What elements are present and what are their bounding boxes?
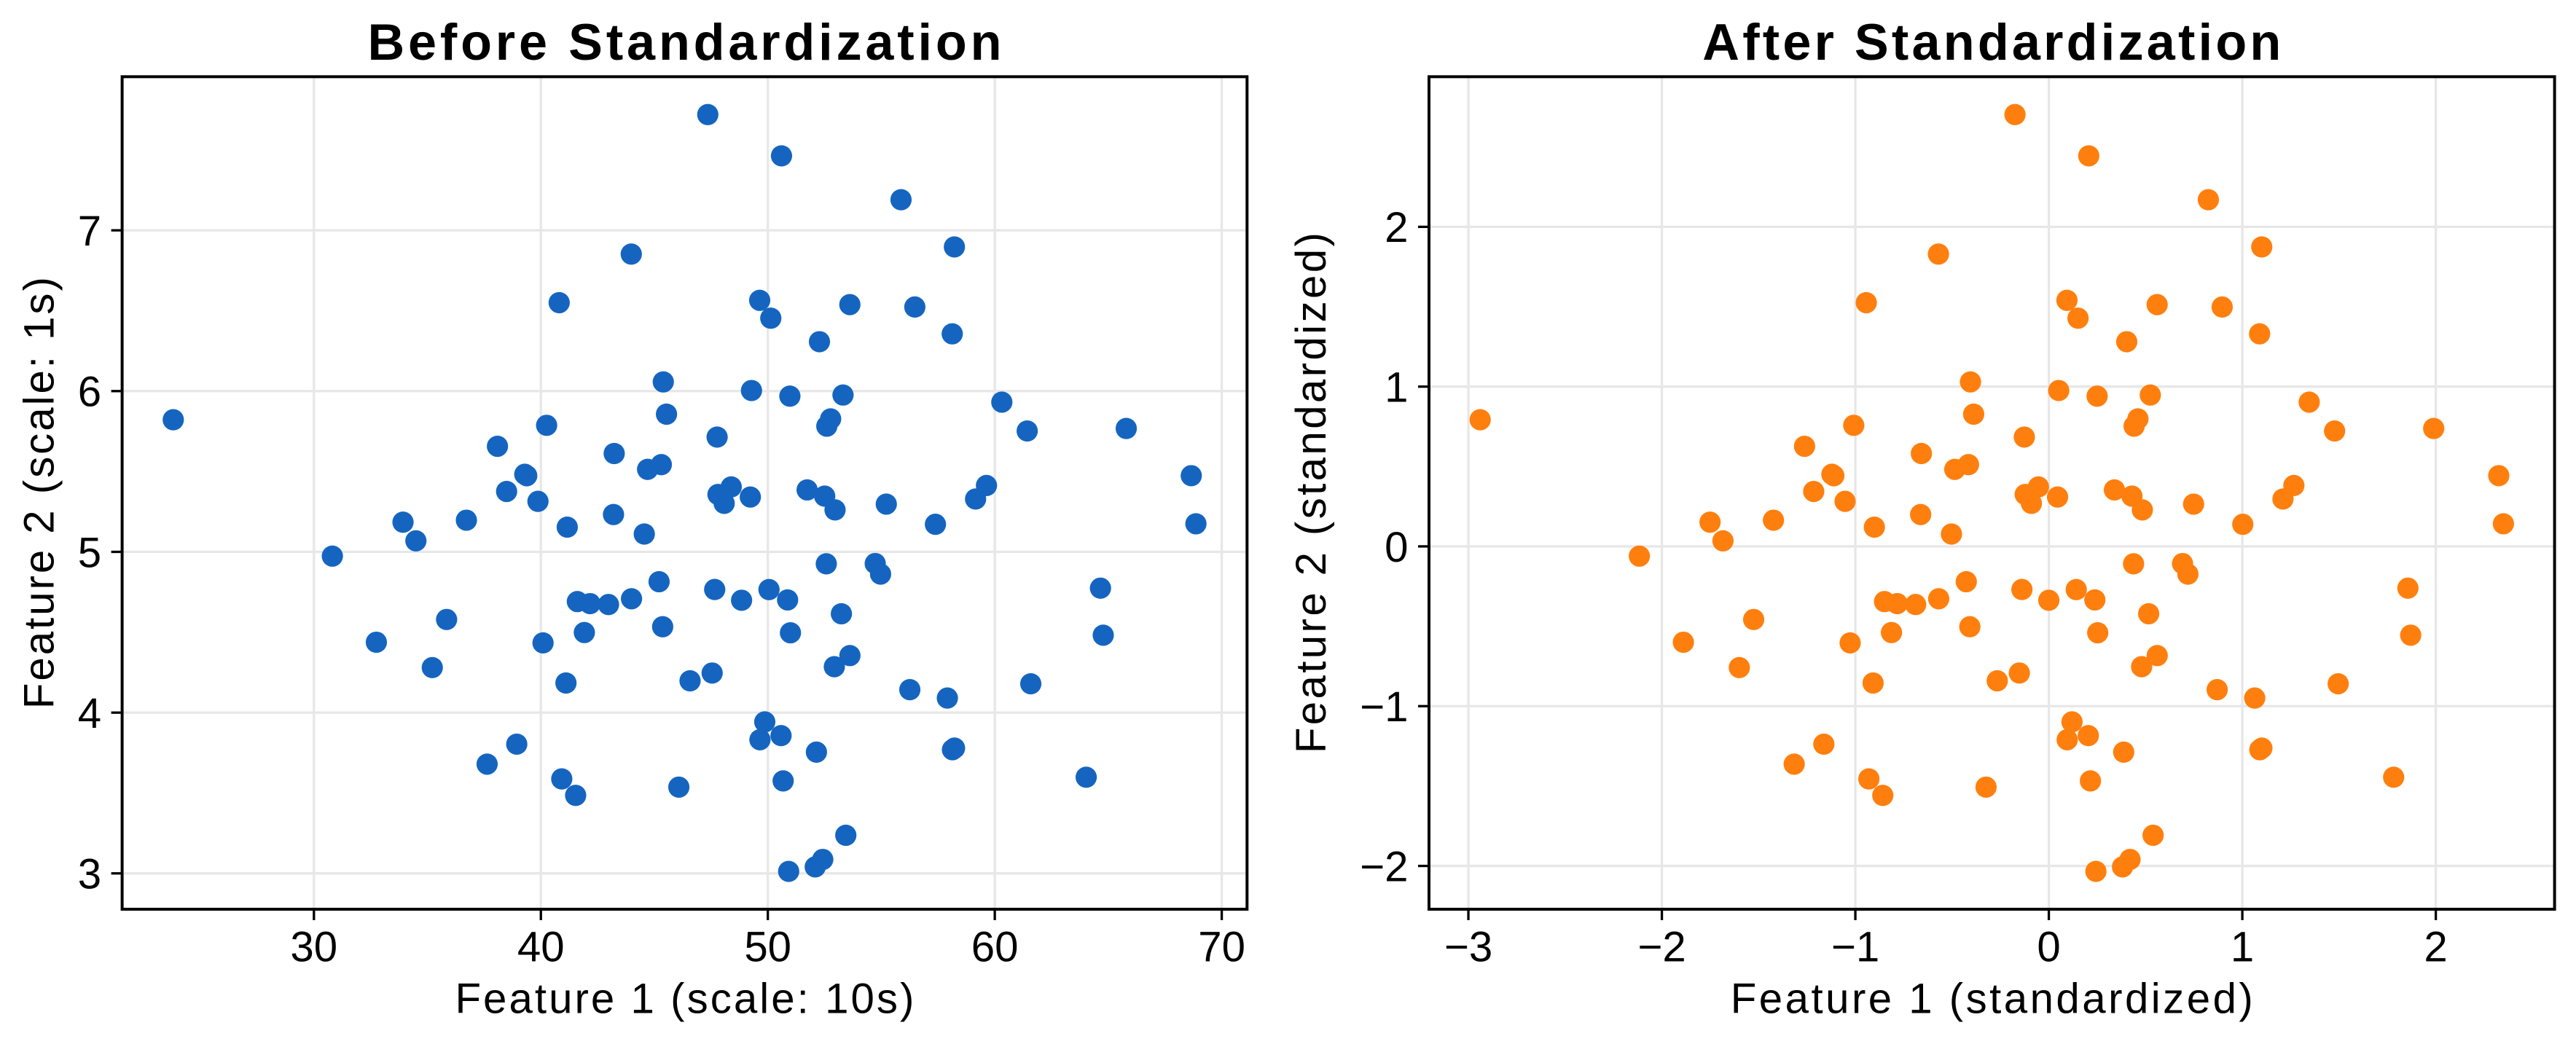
svg-text:−1: −1 — [1360, 683, 1408, 731]
svg-text:−2: −2 — [1637, 924, 1686, 971]
svg-text:3: 3 — [78, 851, 101, 898]
svg-text:Feature 1 (scale: 10s): Feature 1 (scale: 10s) — [455, 976, 914, 1023]
svg-text:0: 0 — [2037, 924, 2060, 971]
svg-text:2: 2 — [2424, 924, 2447, 971]
svg-text:Feature 2 (scale: 1s): Feature 2 (scale: 1s) — [16, 277, 63, 709]
svg-text:6: 6 — [78, 369, 101, 416]
svg-text:40: 40 — [517, 924, 565, 971]
svg-text:−1: −1 — [1831, 924, 1879, 971]
svg-text:Before Standardization: Before Standardization — [367, 13, 1001, 71]
svg-text:5: 5 — [78, 529, 101, 576]
svg-text:1: 1 — [2231, 924, 2254, 971]
svg-text:−3: −3 — [1444, 924, 1492, 971]
svg-text:70: 70 — [1198, 924, 1245, 971]
svg-text:1: 1 — [1385, 364, 1408, 412]
svg-text:−2: −2 — [1360, 843, 1408, 890]
svg-text:30: 30 — [290, 924, 337, 971]
svg-text:2: 2 — [1385, 204, 1408, 251]
svg-text:50: 50 — [744, 924, 791, 971]
svg-text:4: 4 — [78, 690, 101, 737]
svg-text:60: 60 — [971, 924, 1019, 971]
svg-text:0: 0 — [1385, 524, 1408, 571]
svg-text:After Standardization: After Standardization — [1702, 13, 2281, 71]
svg-text:Feature 2 (standardized): Feature 2 (standardized) — [1288, 232, 1335, 753]
svg-text:Feature 1 (standardized): Feature 1 (standardized) — [1731, 976, 2253, 1023]
svg-text:7: 7 — [78, 208, 101, 255]
